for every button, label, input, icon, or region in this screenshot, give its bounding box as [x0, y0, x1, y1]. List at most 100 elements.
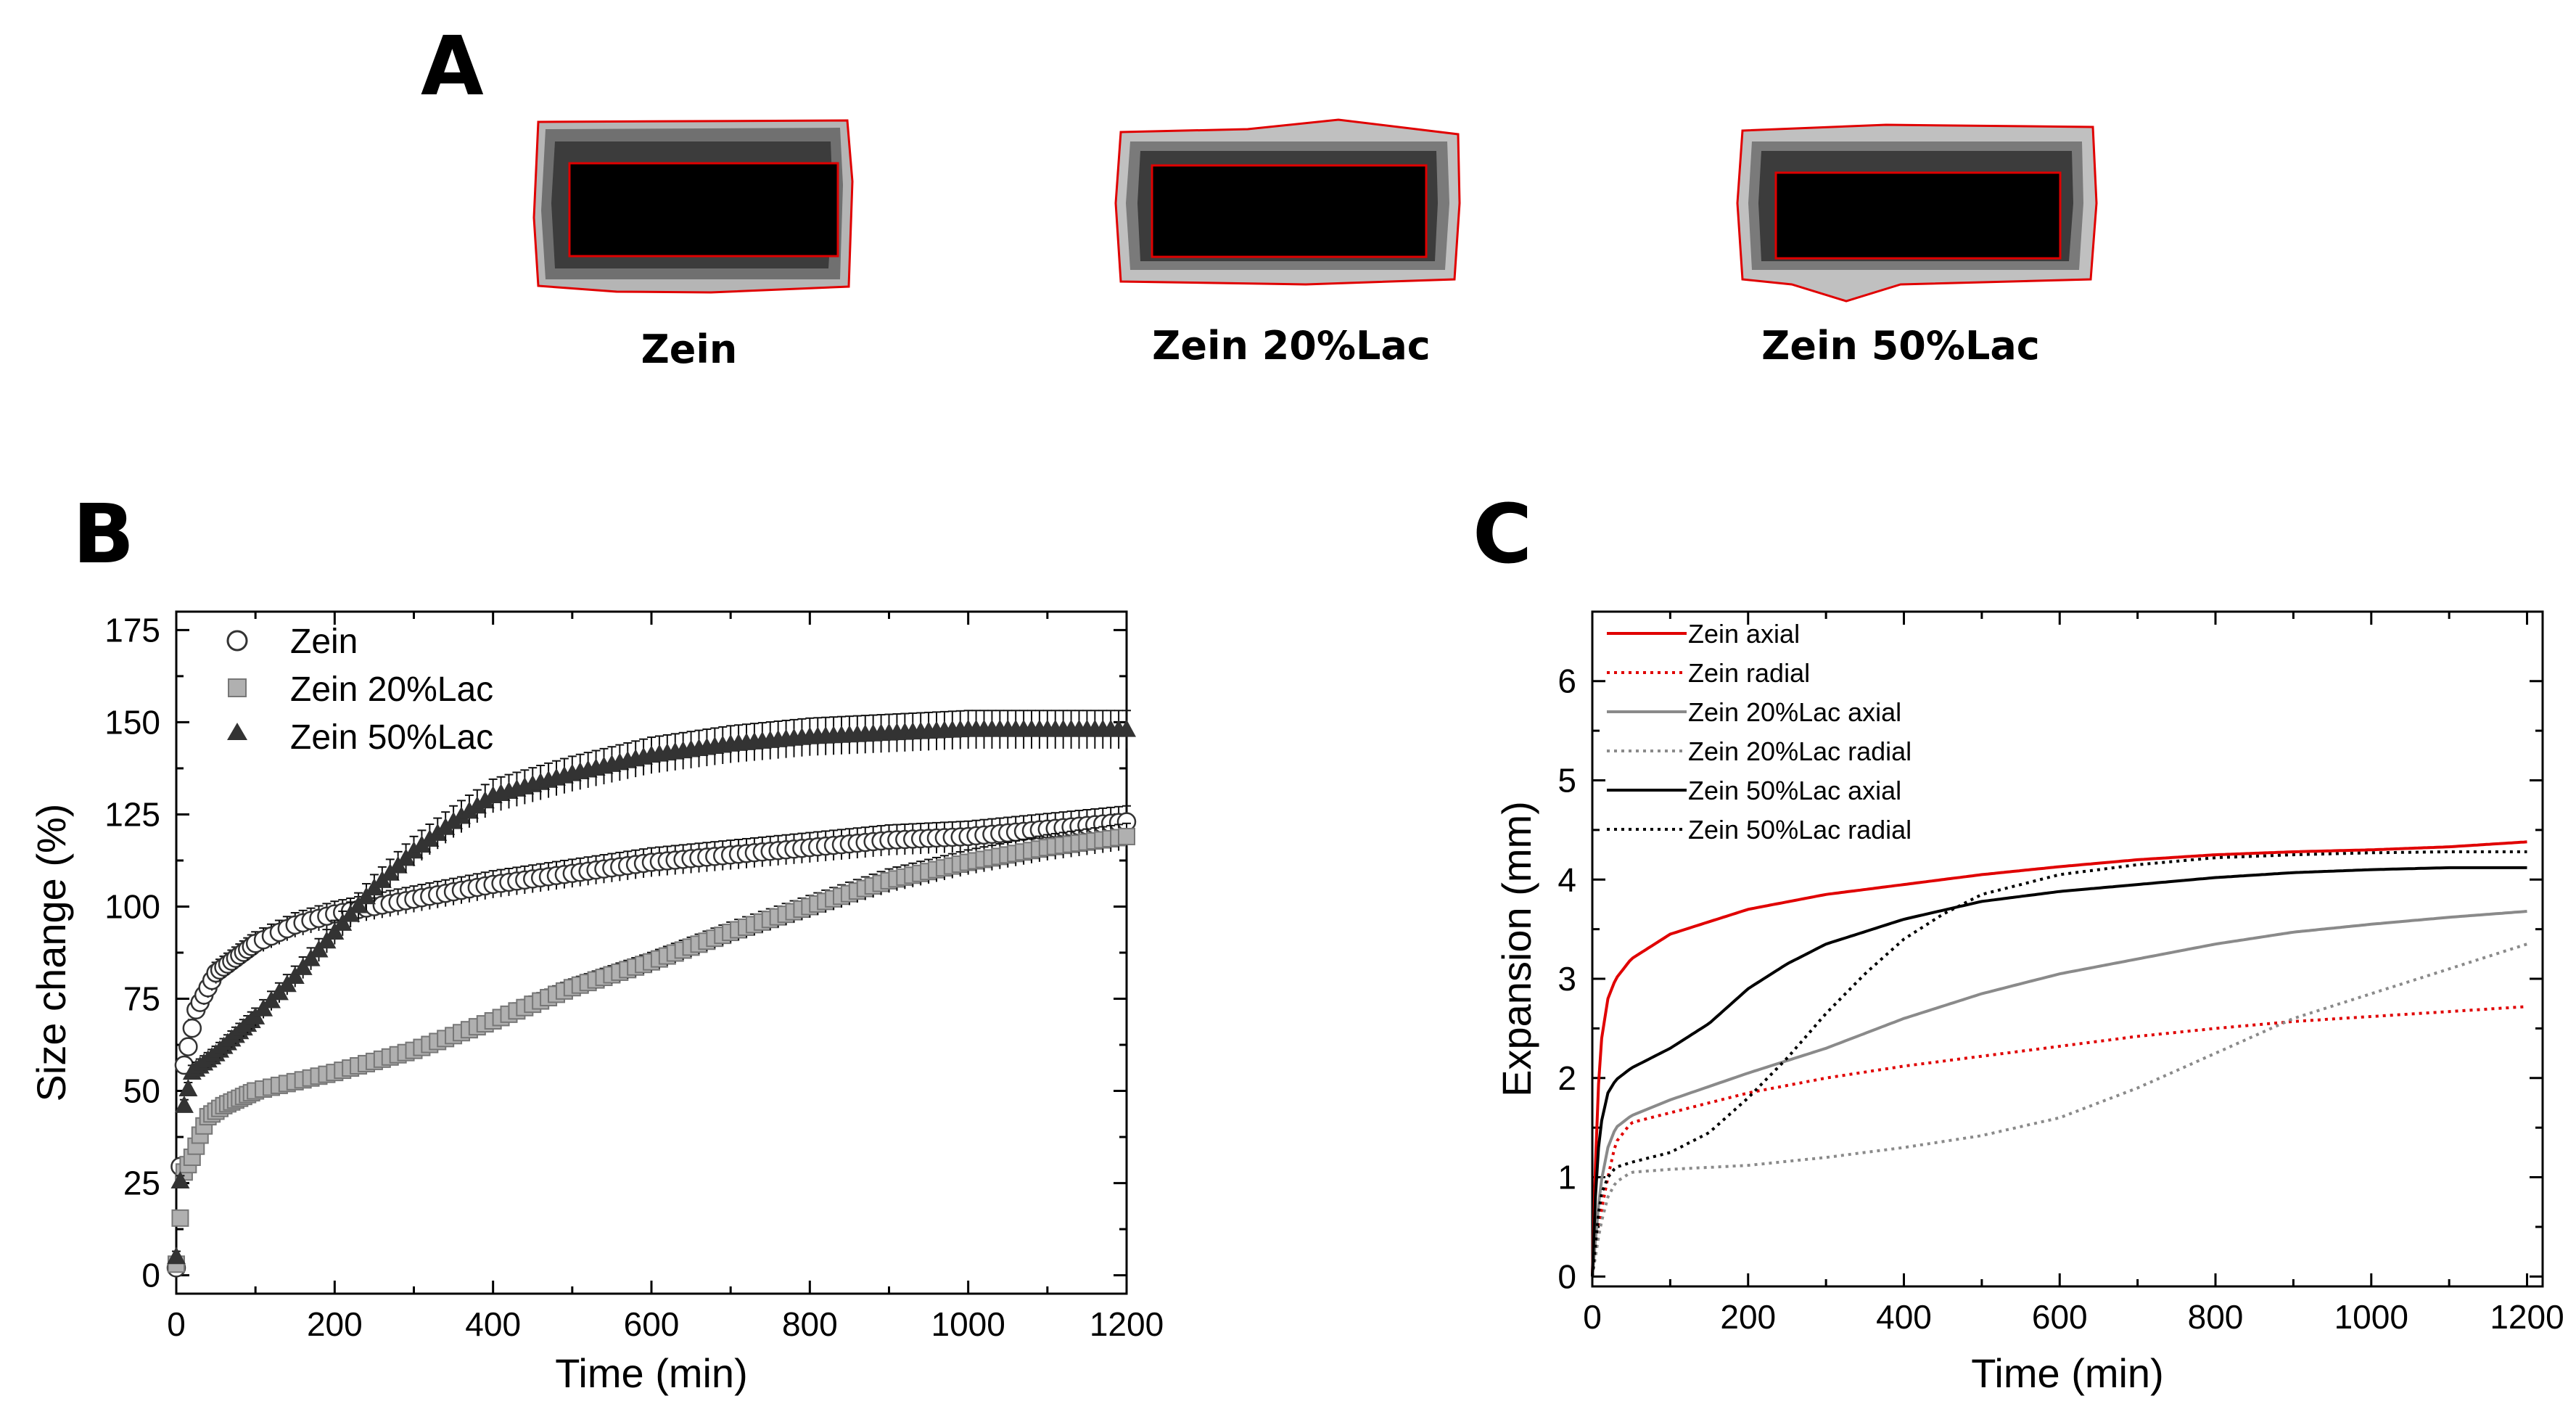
- legend-label-zein-20lac: Zein 20%Lac: [290, 670, 493, 709]
- x-tick-labels: 0 200 400 600 800 1000 1200: [167, 1305, 1164, 1343]
- x-tick-label: 400: [465, 1305, 521, 1343]
- y-axis-title: Expansion (mm): [1494, 801, 1539, 1097]
- y-tick-label: 4: [1557, 861, 1576, 898]
- data-series: [166, 710, 1137, 1278]
- panel-b-letter: B: [73, 488, 134, 582]
- data-point: [178, 1079, 198, 1096]
- y-tick-label: 175: [104, 611, 160, 649]
- x-tick-label: 1200: [1090, 1305, 1164, 1343]
- panel-c-letter: C: [1473, 488, 1532, 582]
- legend-label-zein: Zein: [290, 623, 358, 661]
- data-point: [349, 895, 369, 913]
- data-point: [436, 817, 456, 835]
- series-line-zein-radial: [1591, 1005, 2527, 1277]
- data-point: [357, 887, 376, 905]
- data-point: [333, 913, 353, 931]
- y-tick-label: 0: [141, 1257, 160, 1294]
- y-tick-labels: 0 1 2 3 4 5 6: [1557, 662, 1576, 1296]
- panel-b: B 0 200 400 600 800 1000 1200 0 25 50 75 100 125 150…: [28, 488, 1164, 1396]
- chart-c: 0 200 400 600 800 1000 1200 0 1 2 3 4 5 6 Time (min)…: [1494, 610, 2564, 1396]
- series-line-zein-20lac-radial: [1591, 943, 2528, 1277]
- data-point: [459, 801, 479, 819]
- legend-label-zein-50lac-radial: Zein 50%Lac radial: [1688, 815, 1912, 845]
- tick-marks: [1591, 612, 2543, 1286]
- legend-marker-zein: [226, 630, 248, 652]
- y-tick-label: 150: [104, 703, 160, 741]
- legend: Zein axial Zein radial Zein 20%Lac axial…: [1607, 619, 1912, 845]
- plot-frame: [1591, 610, 2544, 1288]
- data-point: [341, 904, 361, 922]
- x-tick-label: 1000: [2334, 1298, 2408, 1336]
- y-tick-label: 2: [1557, 1059, 1576, 1097]
- y-tick-label: 25: [123, 1165, 160, 1202]
- data-point: [325, 922, 345, 940]
- legend-label-zein-20lac-axial: Zein 20%Lac axial: [1688, 697, 1901, 727]
- data-point: [171, 1209, 189, 1227]
- data-point: [182, 1018, 202, 1038]
- y-tick-label: 75: [123, 980, 160, 1018]
- series-zein: [166, 805, 1137, 1278]
- data-point: [170, 1171, 190, 1189]
- series-line-zein-50lac-axial: [1591, 866, 2527, 1277]
- y-axis-title: Size change (%): [28, 804, 74, 1102]
- x-tick-label: 0: [167, 1305, 186, 1343]
- x-axis-title: Time (min): [555, 1350, 747, 1396]
- panel-a: A Zein Zein 20%Lac: [421, 20, 2098, 372]
- x-tick-label: 200: [1720, 1298, 1776, 1336]
- tick-marks: [175, 612, 1128, 1294]
- y-tick-label: 3: [1557, 960, 1576, 998]
- data-point: [412, 835, 432, 853]
- y-tick-labels: 0 25 50 75 100 125 150 175: [104, 611, 160, 1294]
- x-tick-label: 1200: [2490, 1298, 2564, 1336]
- data-point: [301, 948, 321, 966]
- data-point: [1117, 719, 1136, 737]
- data-point: [452, 806, 471, 824]
- panel-a-letter: A: [421, 20, 484, 114]
- x-tick-label: 200: [307, 1305, 363, 1343]
- data-point: [428, 823, 448, 841]
- x-tick-label: 800: [2188, 1298, 2244, 1336]
- data-point: [293, 957, 313, 975]
- legend-marker-zein-50lac: [227, 723, 247, 740]
- y-tick-label: 6: [1557, 662, 1576, 700]
- series-zein-50lac: [167, 710, 1136, 1265]
- y-tick-label: 1: [1557, 1159, 1576, 1196]
- data-point: [404, 841, 424, 859]
- data-point: [420, 829, 440, 847]
- data-point: [167, 1247, 186, 1265]
- legend-label-zein-50lac: Zein 50%Lac: [290, 718, 493, 757]
- sample-image-zein-20lac: [1114, 118, 1461, 286]
- data-series: [1591, 840, 2528, 1277]
- x-tick-labels: 0 200 400 600 800 1000 1200: [1583, 1298, 2564, 1336]
- data-point: [444, 811, 464, 829]
- data-point: [178, 1037, 198, 1056]
- sample-label-zein-50lac: Zein 50%Lac: [1761, 323, 2040, 369]
- legend-label-zein-50lac-axial: Zein 50%Lac axial: [1688, 776, 1901, 805]
- legend-marker-zein-20lac: [228, 678, 247, 697]
- y-tick-label: 0: [1557, 1257, 1576, 1295]
- y-tick-label: 5: [1557, 762, 1576, 800]
- y-tick-label: 50: [123, 1072, 160, 1110]
- series-line-zein-20lac-axial: [1591, 910, 2527, 1277]
- data-point: [309, 940, 329, 958]
- x-tick-label: 400: [1876, 1298, 1932, 1336]
- chart-b: 0 200 400 600 800 1000 1200 0 25 50 75 100 125 150 17…: [28, 610, 1164, 1396]
- data-point: [475, 791, 495, 809]
- x-tick-label: 800: [782, 1305, 838, 1343]
- x-axis-title: Time (min): [1971, 1350, 2163, 1396]
- y-tick-label: 125: [104, 795, 160, 833]
- sample-label-zein: Zein: [641, 327, 738, 372]
- inner-outline: [568, 162, 839, 258]
- data-point: [467, 796, 487, 814]
- legend: Zein Zein 20%Lac Zein 50%Lac: [226, 623, 493, 757]
- x-tick-label: 1000: [931, 1305, 1005, 1343]
- data-point: [285, 966, 305, 985]
- panel-c: C 0 200 400 600 800 1000 1200 0 1 2 3 4 5 6 Time (mi…: [1473, 488, 2564, 1396]
- sample-image-zein-50lac: [1736, 123, 2098, 303]
- data-point: [317, 931, 337, 949]
- legend-label-zein-radial: Zein radial: [1688, 658, 1810, 688]
- data-point: [1118, 827, 1135, 845]
- legend-label-zein-20lac-radial: Zein 20%Lac radial: [1688, 736, 1912, 766]
- x-tick-label: 600: [2032, 1298, 2088, 1336]
